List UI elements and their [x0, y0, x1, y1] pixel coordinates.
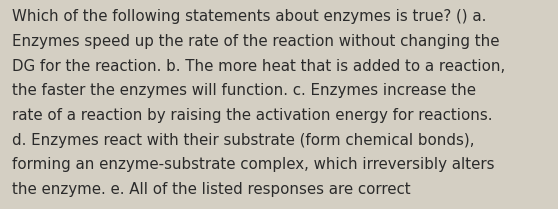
- Text: Which of the following statements about enzymes is true? () a.: Which of the following statements about …: [12, 9, 487, 24]
- Text: rate of a reaction by raising the activation energy for reactions.: rate of a reaction by raising the activa…: [12, 108, 493, 123]
- Text: d. Enzymes react with their substrate (form chemical bonds),: d. Enzymes react with their substrate (f…: [12, 133, 475, 148]
- Text: forming an enzyme-substrate complex, which irreversibly alters: forming an enzyme-substrate complex, whi…: [12, 157, 495, 172]
- Text: the enzyme. e. All of the listed responses are correct: the enzyme. e. All of the listed respons…: [12, 182, 411, 197]
- Text: DG for the reaction. b. The more heat that is added to a reaction,: DG for the reaction. b. The more heat th…: [12, 59, 506, 74]
- Text: Enzymes speed up the rate of the reaction without changing the: Enzymes speed up the rate of the reactio…: [12, 34, 500, 49]
- Text: the faster the enzymes will function. c. Enzymes increase the: the faster the enzymes will function. c.…: [12, 83, 477, 98]
